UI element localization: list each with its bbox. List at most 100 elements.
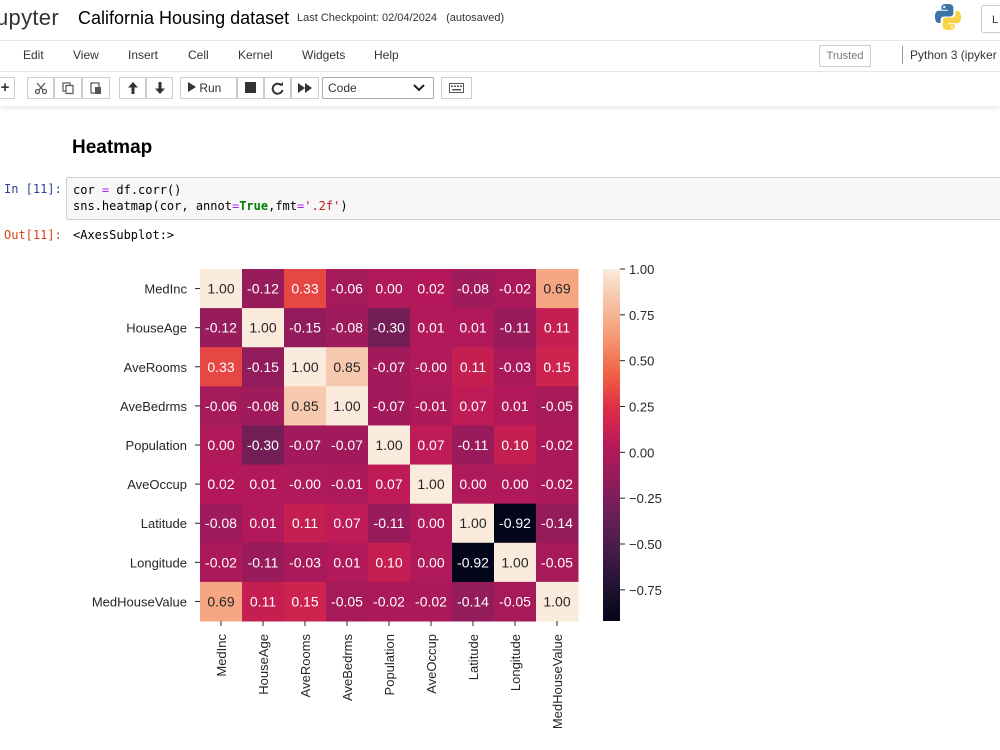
- heatmap-cell: [410, 347, 453, 387]
- colorbar-tick-label: −0.50: [629, 537, 662, 552]
- cell-annotation: -0.11: [458, 437, 489, 453]
- heatmap-cell: [200, 308, 243, 348]
- cell-annotation: -0.02: [205, 554, 237, 570]
- cell-annotation: -0.03: [499, 359, 531, 375]
- heatmap-cell: [494, 581, 537, 622]
- insert-cell-button[interactable]: +: [0, 77, 15, 99]
- menu-cell[interactable]: Cell: [188, 48, 209, 62]
- scissors-icon: [34, 82, 47, 95]
- run-label: Run: [199, 81, 222, 95]
- y-tick-label: Population: [126, 438, 187, 453]
- heatmap-cell: [494, 542, 537, 583]
- kernel-indicator[interactable]: Python 3 (ipyker: [910, 48, 997, 62]
- cell-annotation: 0.10: [501, 437, 528, 453]
- heatmap-cell: [242, 347, 285, 387]
- correlation-heatmap: 1.00 -0.12 0.33 -0.06 0.00 0.02 -0.08 -0.02 0.69…: [92, 262, 662, 729]
- cell-annotation: 0.07: [375, 476, 402, 492]
- heatmap-cell: [410, 386, 453, 426]
- run-button[interactable]: Run: [180, 77, 237, 99]
- cell-annotation: -0.06: [331, 281, 363, 297]
- heatmap-cell: [200, 347, 243, 387]
- heatmap-cell: [284, 581, 327, 622]
- arrow-down-icon: [154, 82, 165, 94]
- menu-insert[interactable]: Insert: [128, 48, 159, 62]
- heatmap-cell: [242, 581, 285, 622]
- heatmap-cell: [326, 581, 369, 622]
- heatmap-cell: [284, 464, 327, 505]
- run-all-button[interactable]: [291, 77, 319, 99]
- colorbar-tick-label: 0.50: [629, 354, 654, 369]
- paste-button[interactable]: [82, 77, 110, 99]
- cell-annotation: 0.10: [375, 554, 402, 570]
- copy-button[interactable]: [54, 77, 82, 99]
- menu-view[interactable]: View: [73, 48, 99, 62]
- heatmap-cell: [284, 425, 327, 466]
- menu-kernel[interactable]: Kernel: [238, 48, 273, 62]
- cell-annotation: 0.01: [249, 476, 276, 492]
- markdown-heading: Heatmap: [72, 137, 153, 158]
- heatmap-cell: [242, 425, 285, 466]
- cell-type-select[interactable]: Code: [322, 77, 434, 99]
- move-down-button[interactable]: [146, 77, 173, 99]
- menu-edit[interactable]: Edit: [23, 48, 44, 62]
- code-line-2: sns.heatmap(cor, annot=True,fmt='.2f'): [73, 199, 348, 213]
- heatmap-cell: [242, 269, 285, 309]
- heatmap-cell: [200, 503, 243, 544]
- cell-annotation: -0.07: [289, 437, 321, 453]
- menu-widgets[interactable]: Widgets: [302, 48, 346, 62]
- autosave-status: (autosaved): [446, 12, 505, 24]
- heatmap-cell: [242, 308, 285, 348]
- y-tick-label: AveBedrms: [120, 399, 187, 414]
- cell-annotation: -0.12: [205, 320, 237, 336]
- heatmap-cell: [368, 581, 411, 622]
- cell-annotation: -0.14: [457, 593, 489, 609]
- heatmap-cell: [368, 269, 411, 309]
- colorbar-tick-label: 0.25: [629, 400, 654, 415]
- cell-annotation: 0.00: [501, 476, 528, 492]
- move-up-button[interactable]: [119, 77, 146, 99]
- cell-annotation: 0.11: [292, 515, 318, 531]
- cell-annotation: 0.02: [207, 476, 234, 492]
- heatmap-cell: [284, 347, 327, 387]
- cell-annotation: 0.15: [543, 359, 570, 375]
- cell-annotation: 1.00: [207, 281, 234, 297]
- cell-annotation: 0.01: [333, 554, 360, 570]
- notebook-title[interactable]: California Housing dataset: [78, 8, 290, 28]
- cut-button[interactable]: [27, 77, 54, 99]
- trusted-indicator[interactable]: Trusted: [819, 45, 871, 67]
- heatmap-cell: [368, 425, 411, 466]
- toolbar: + Run Code: [0, 72, 1000, 106]
- heatmap-cell: [284, 542, 327, 583]
- command-palette-button[interactable]: [441, 77, 472, 99]
- heatmap-cell: [536, 503, 579, 544]
- heatmap-cell: [242, 464, 285, 505]
- login-button[interactable]: L: [981, 5, 1000, 33]
- checkpoint-status: Last Checkpoint: 02/04/2024 (autosaved): [297, 12, 510, 24]
- cell-annotation: -0.05: [541, 398, 573, 414]
- restart-icon: [271, 82, 284, 95]
- python-icon: [935, 4, 961, 30]
- fast-forward-icon: [298, 83, 312, 93]
- heatmap-cell: [452, 308, 495, 348]
- restart-button[interactable]: [264, 77, 291, 99]
- kernel-divider: [902, 46, 903, 64]
- x-tick-label: Population: [382, 634, 397, 695]
- code-cell-input[interactable]: cor = df.corr() sns.heatmap(cor, annot=T…: [66, 177, 1000, 220]
- interrupt-button[interactable]: [237, 77, 264, 99]
- heatmap-cell: [200, 581, 243, 622]
- colorbar-tick-label: 0.75: [629, 308, 654, 323]
- jupyter-logo[interactable]: upyter: [0, 5, 59, 30]
- cell-annotation: -0.08: [457, 281, 489, 297]
- menu-help[interactable]: Help: [374, 48, 399, 62]
- heatmap-cell: [326, 464, 369, 505]
- heatmap-cell: [200, 542, 243, 583]
- heatmap-cell: [410, 581, 453, 622]
- arrow-up-icon: [127, 82, 138, 94]
- cell-annotation: 0.69: [543, 281, 570, 297]
- heatmap-cell: [326, 269, 369, 309]
- plus-icon: +: [0, 79, 10, 96]
- heatmap-cell: [368, 347, 411, 387]
- heatmap-cell: [536, 308, 579, 348]
- cell-annotation: 0.15: [291, 593, 318, 609]
- cell-annotation: -0.12: [247, 281, 279, 297]
